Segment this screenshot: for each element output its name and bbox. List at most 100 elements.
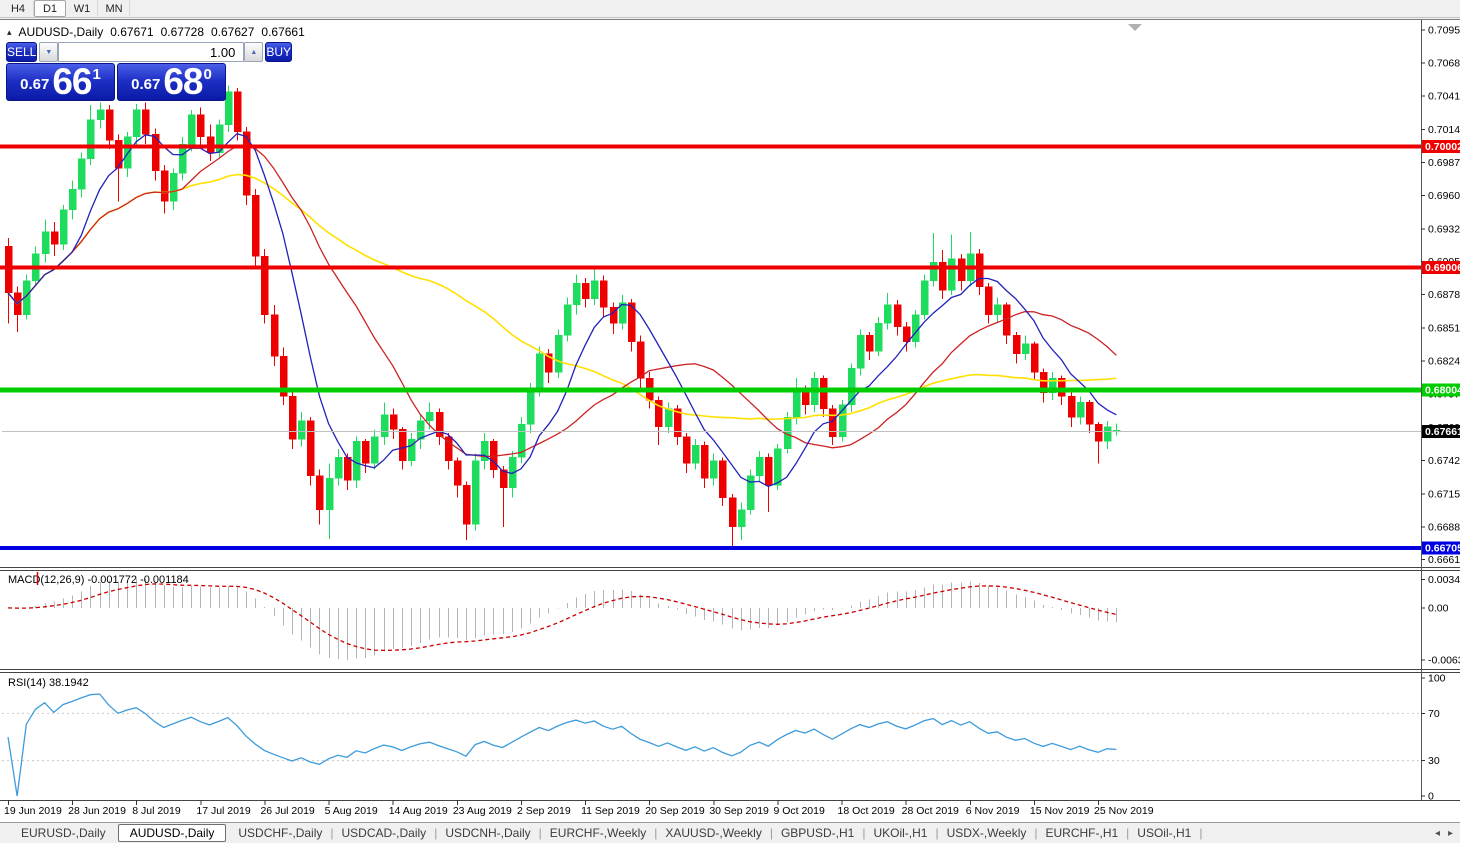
price-badge <box>1422 139 1460 153</box>
svg-text:25 Nov 2019: 25 Nov 2019 <box>1094 805 1154 817</box>
timeframe-button-d1[interactable]: D1 <box>34 0 66 17</box>
tabs-scroll-right-icon[interactable]: ▸ <box>1447 827 1453 839</box>
tab-separator: | <box>769 826 773 840</box>
svg-text:2 Sep 2019: 2 Sep 2019 <box>517 805 571 817</box>
chart-tab-usdcad-daily[interactable]: USDCAD-,Daily <box>341 826 427 840</box>
tab-separator: | <box>1126 826 1130 840</box>
volume-increase-button[interactable]: ▲ <box>244 42 264 62</box>
svg-text:9 Oct 2019: 9 Oct 2019 <box>773 805 825 817</box>
tab-separator: | <box>330 826 334 840</box>
timeframe-toolbar: H4 D1 W1 MN <box>0 0 1460 18</box>
price-badge <box>1422 261 1460 275</box>
svg-text:11 Sep 2019: 11 Sep 2019 <box>581 805 640 817</box>
chart-tab-eurchf-h1[interactable]: EURCHF-,H1 <box>1045 826 1119 840</box>
svg-text:26 Jul 2019: 26 Jul 2019 <box>260 805 314 817</box>
svg-text:20 Sep 2019: 20 Sep 2019 <box>645 805 705 817</box>
svg-text:0.70955: 0.70955 <box>1428 25 1460 37</box>
chart-tab-eurusd-daily[interactable]: EURUSD-,Daily <box>21 826 106 840</box>
svg-text:0.00349: 0.00349 <box>1428 574 1460 586</box>
timeframe-button-h4[interactable]: H4 <box>2 0 34 17</box>
horizontal-levels[interactable] <box>0 144 1421 551</box>
rsi-pane[interactable]: 100 70 30 0 RSI(14) 38.1942 <box>2 673 1446 803</box>
svg-text:0.70415: 0.70415 <box>1428 90 1460 102</box>
volume-decrease-button[interactable]: ▼ <box>39 42 59 62</box>
volume-input[interactable] <box>58 42 245 62</box>
svg-text:0.69006: 0.69006 <box>1425 262 1460 274</box>
svg-text:0.67425: 0.67425 <box>1428 455 1460 467</box>
svg-text:0.70685: 0.70685 <box>1428 58 1460 70</box>
svg-text:70: 70 <box>1428 708 1440 720</box>
chart-tab-audusd-daily[interactable]: AUDUSD-,Daily <box>117 824 227 842</box>
price-badge <box>1422 383 1460 397</box>
buy-price-button[interactable]: 0.67 68 0 <box>117 63 226 101</box>
tabs-scroll-left-icon[interactable]: ◂ <box>1434 827 1440 839</box>
svg-text:14 Aug 2019: 14 Aug 2019 <box>389 805 448 817</box>
pane-separators <box>0 567 1460 673</box>
chart-tab-eurchf-weekly[interactable]: EURCHF-,Weekly <box>549 826 647 840</box>
chart-tab-usdchf-daily[interactable]: USDCHF-,Daily <box>238 826 323 840</box>
svg-text:0.70002: 0.70002 <box>1425 141 1460 153</box>
sell-button[interactable]: SELL <box>6 42 38 62</box>
svg-text:0: 0 <box>1428 791 1434 803</box>
buy-button[interactable]: BUY <box>265 42 293 62</box>
chart-tab-ukoil-h1[interactable]: UKOil-,H1 <box>873 826 928 840</box>
price-badge <box>1422 541 1460 555</box>
chart-tab-usdx-weekly[interactable]: USDX-,Weekly <box>946 826 1027 840</box>
svg-text:0.68785: 0.68785 <box>1428 289 1460 301</box>
timeframe-button-w1[interactable]: W1 <box>66 0 98 17</box>
candles-series[interactable] <box>4 85 1121 548</box>
svg-text:17 Jul 2019: 17 Jul 2019 <box>196 805 250 817</box>
chart-tab-usoil-h1[interactable]: USOil-,H1 <box>1137 826 1192 840</box>
date-axis[interactable]: 19 Jun 2019 28 Jun 2019 8 Jul 2019 17 Jul 2… <box>0 800 1460 817</box>
chart-tab-usdcnh-daily[interactable]: USDCNH-,Daily <box>445 826 531 840</box>
macd-pane[interactable]: 0.00349 0.00 -0.00637 MACD(12,26,9) -0.0017… <box>7 572 1460 666</box>
svg-text:0.67661: 0.67661 <box>1425 426 1460 438</box>
chart-header: ▴ AUDUSD-,Daily 0.67671 0.67728 0.67627 … <box>7 25 305 39</box>
svg-text:8 Jul 2019: 8 Jul 2019 <box>132 805 181 817</box>
svg-text:5 Aug 2019: 5 Aug 2019 <box>325 805 378 817</box>
svg-text:28 Jun 2019: 28 Jun 2019 <box>68 805 126 817</box>
sell-price-button[interactable]: 0.67 66 1 <box>6 63 115 101</box>
tab-separator: | <box>1034 826 1038 840</box>
tab-separator: | <box>538 826 542 840</box>
ohlc-open: 0.67671 <box>110 25 154 39</box>
collapse-arrow-icon[interactable]: ▴ <box>7 26 12 37</box>
sell-price-prefix: 0.67 <box>20 76 50 93</box>
one-click-trading-panel: SELL ▼ ▲ BUY 0.67 66 1 0.67 68 0 <box>6 42 293 101</box>
chart-tabs-bar: EURUSD-,Daily AUDUSD-,Daily USDCHF-,Daily |… <box>0 822 1460 843</box>
ohlc-close: 0.67661 <box>261 25 305 39</box>
sell-price-big: 66 <box>52 61 92 102</box>
chart-shift-marker-icon[interactable] <box>1128 24 1142 31</box>
timeframe-button-mn[interactable]: MN <box>98 0 130 17</box>
svg-text:23 Aug 2019: 23 Aug 2019 <box>453 805 512 817</box>
svg-text:0.66705: 0.66705 <box>1425 543 1460 555</box>
svg-text:28 Oct 2019: 28 Oct 2019 <box>902 805 959 817</box>
price-badge <box>1422 425 1460 439</box>
chart-tab-gbpusd-h1[interactable]: GBPUSD-,H1 <box>780 826 855 840</box>
macd-label: MACD(12,26,9) -0.001772 -0.001184 <box>8 574 189 586</box>
sell-price-pip: 1 <box>92 66 101 83</box>
symbol-title: AUDUSD-,Daily <box>18 25 104 39</box>
svg-text:100: 100 <box>1428 673 1446 685</box>
ohlc-low: 0.67627 <box>211 25 255 39</box>
svg-text:30: 30 <box>1428 755 1440 767</box>
buy-price-prefix: 0.67 <box>131 76 161 93</box>
svg-text:18 Oct 2019: 18 Oct 2019 <box>838 805 895 817</box>
buy-price-pip: 0 <box>203 66 212 83</box>
chart-tab-xauusd-weekly[interactable]: XAUUSD-,Weekly <box>665 826 762 840</box>
tab-separator: | <box>434 826 438 840</box>
svg-text:0.00: 0.00 <box>1428 602 1449 614</box>
svg-text:0.69325: 0.69325 <box>1428 223 1460 235</box>
svg-text:-0.00637: -0.00637 <box>1428 654 1460 666</box>
rsi-label: RSI(14) 38.1942 <box>8 677 89 689</box>
